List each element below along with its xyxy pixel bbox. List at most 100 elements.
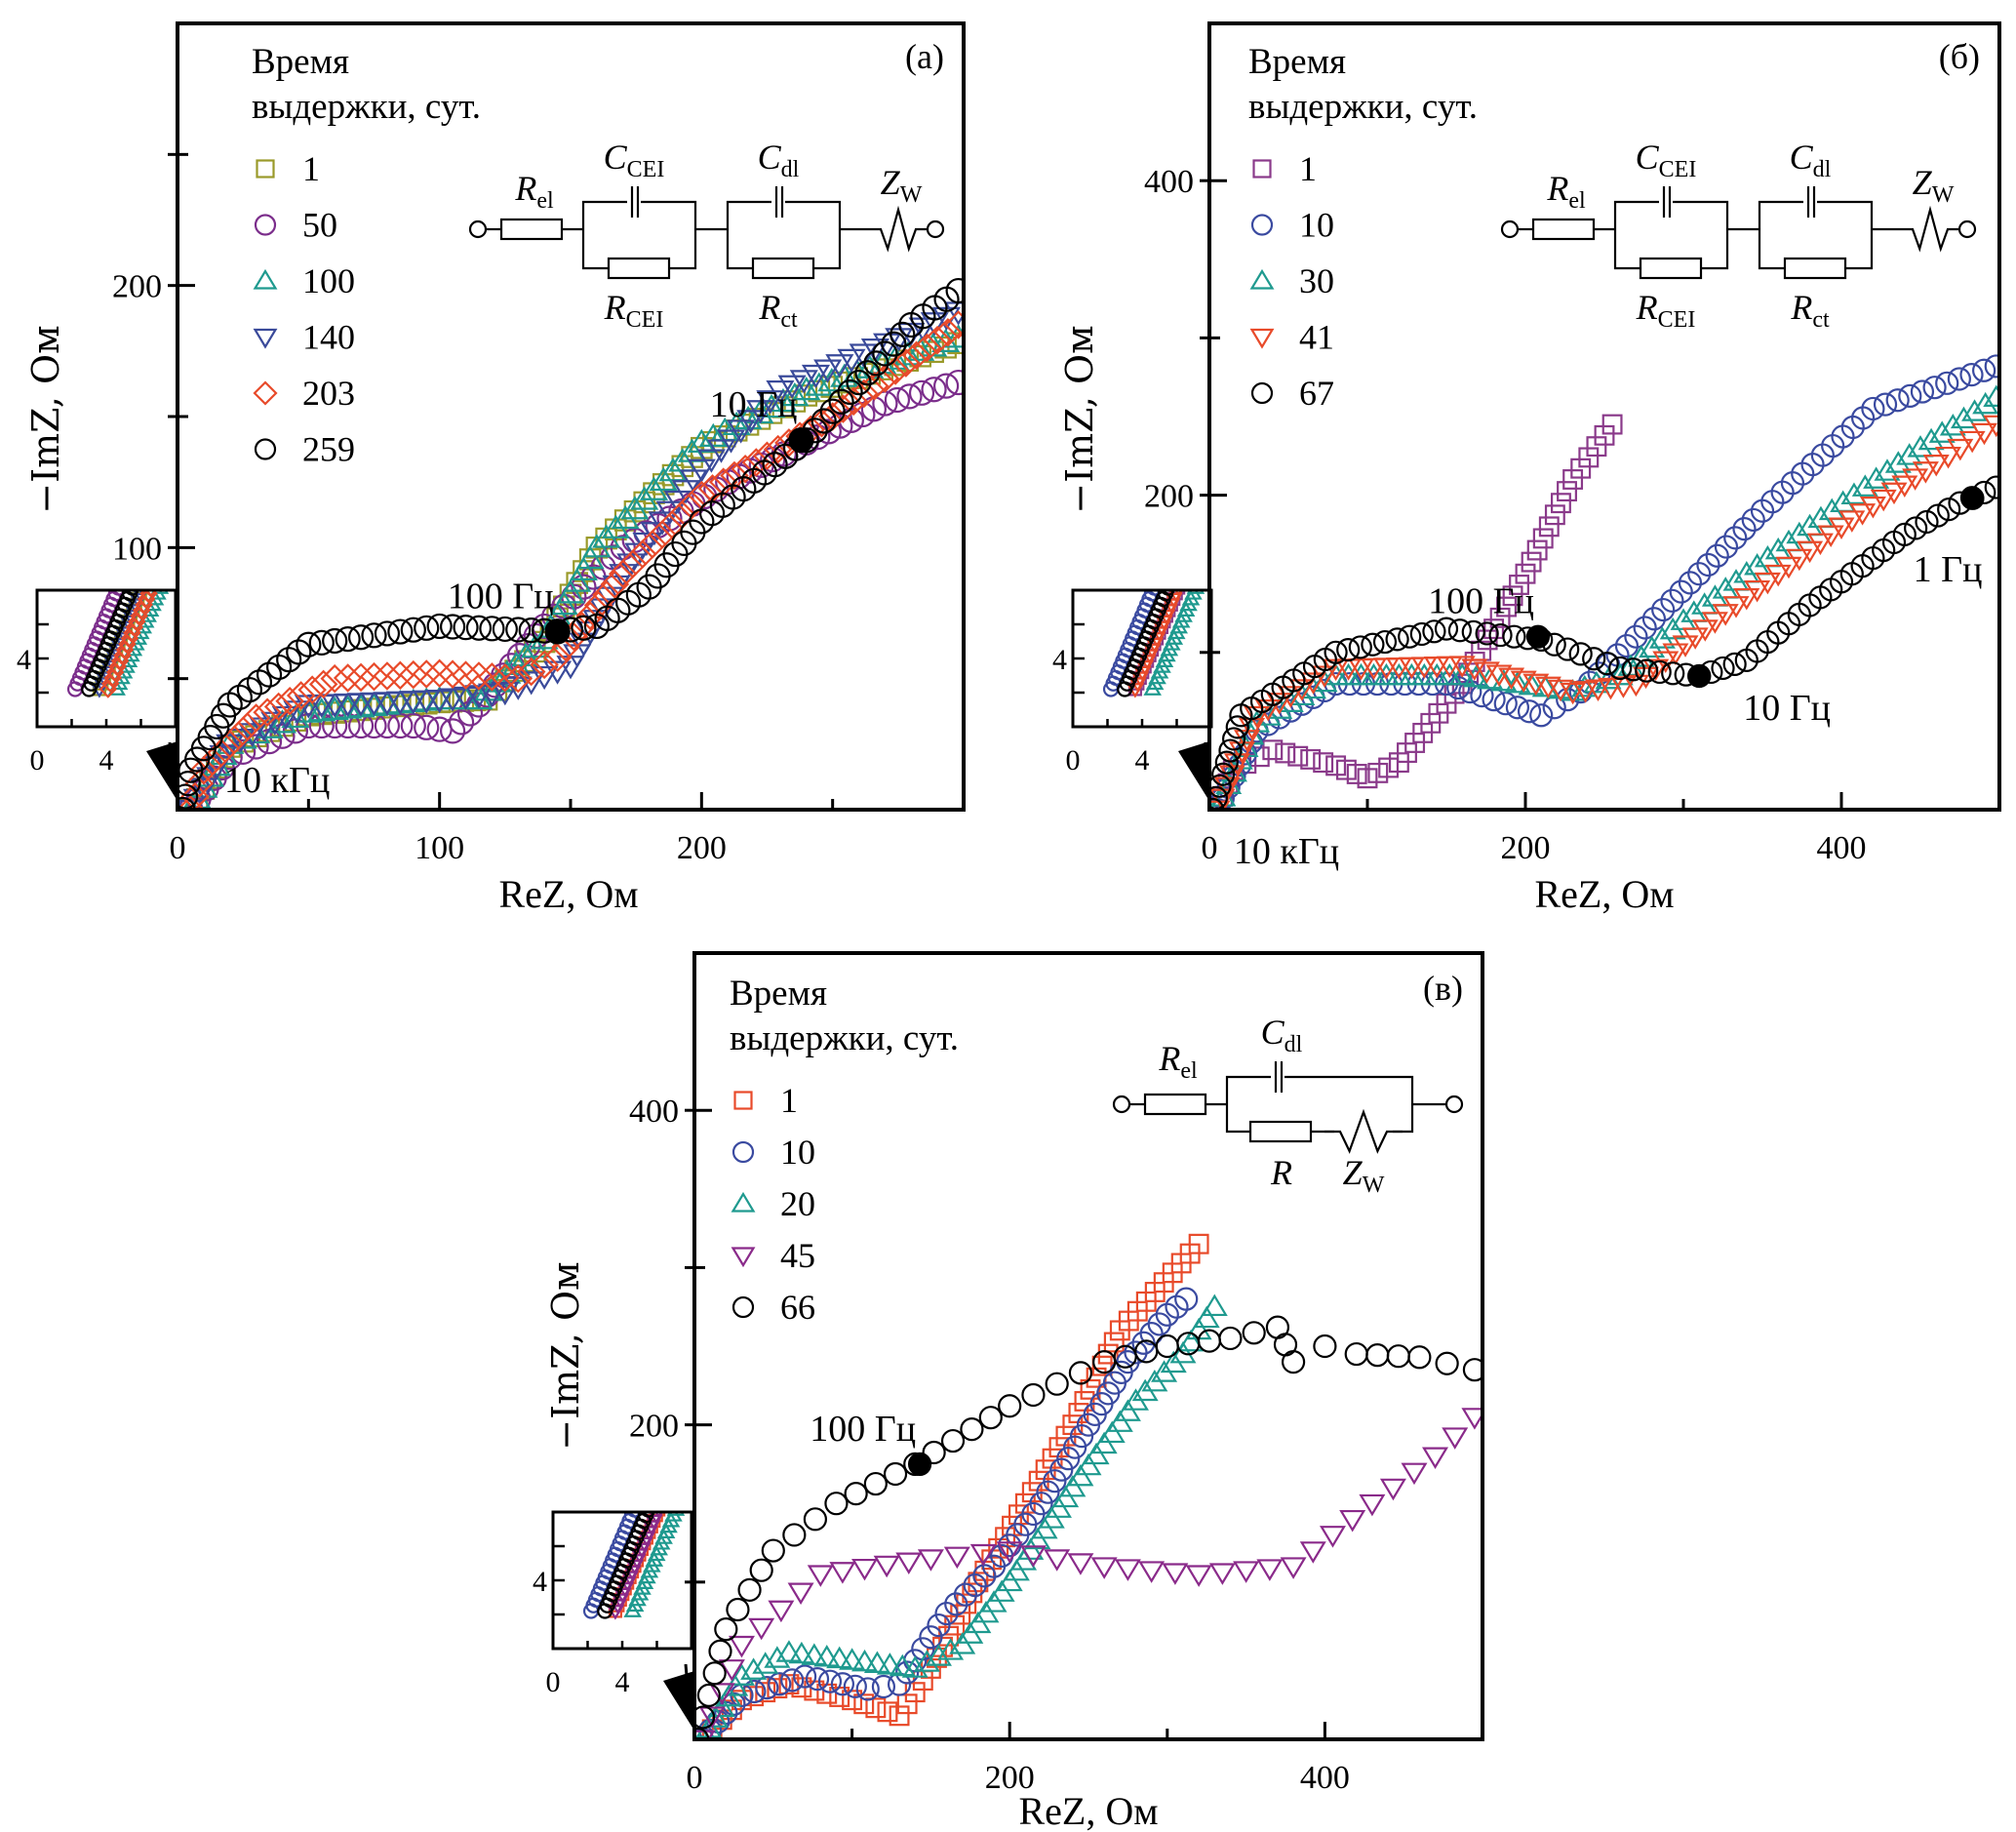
- data-point: [1324, 640, 1348, 664]
- legend-item: 41: [1249, 318, 1334, 357]
- inset-data-point: [130, 570, 143, 583]
- data-point: [1910, 379, 1935, 404]
- circuit-label: ZW: [1913, 163, 1955, 208]
- inset-data-point: [644, 1497, 657, 1511]
- data-point: [359, 661, 389, 692]
- data-point: [850, 378, 879, 409]
- data-point: [556, 579, 585, 604]
- data-point: [933, 318, 963, 347]
- inset-data-point: [1180, 565, 1192, 577]
- legend-item: 203: [253, 374, 355, 413]
- data-point: [1162, 1563, 1189, 1585]
- data-point: [1045, 1372, 1069, 1396]
- circuit-label: Rct: [758, 288, 798, 333]
- data-point: [516, 657, 546, 687]
- data-point: [648, 520, 677, 549]
- data-point: [1608, 656, 1633, 681]
- data-point: [571, 574, 597, 600]
- data-point: [1859, 496, 1886, 519]
- data-point: [801, 1643, 828, 1665]
- data-point: [232, 712, 262, 741]
- data-point: [1902, 468, 1929, 491]
- legend-marker-icon: [731, 1140, 755, 1164]
- data-point: [1188, 1233, 1209, 1255]
- data-point: [1346, 764, 1367, 784]
- data-point: [1193, 1305, 1220, 1329]
- terminal-icon: [1500, 219, 1520, 239]
- data-point: [803, 1507, 827, 1532]
- legend-label: 140: [302, 318, 355, 357]
- inset-data-point: [1178, 566, 1193, 577]
- data-point: [1017, 1537, 1045, 1560]
- data-point: [1578, 447, 1600, 468]
- legend-item: 1: [1252, 149, 1317, 188]
- data-point: [501, 651, 531, 675]
- legend-title-line1: Время: [252, 42, 349, 82]
- circuit-label: RCEI: [604, 288, 664, 333]
- data-point: [241, 703, 271, 733]
- data-point: [843, 1674, 867, 1698]
- data-point: [1045, 1495, 1072, 1518]
- legend-item: 100: [253, 261, 355, 300]
- data-point: [1083, 1442, 1110, 1465]
- x-axis-title: ReZ, Ом: [1534, 872, 1674, 916]
- data-point: [1357, 768, 1378, 789]
- data-point: [1299, 1541, 1326, 1564]
- data-point: [912, 333, 942, 363]
- inset-y-tick-label: 4: [1052, 644, 1067, 676]
- data-point: [944, 324, 964, 348]
- inset-data-point: [1180, 590, 1182, 591]
- data-point: [945, 277, 964, 304]
- arrow-head-icon: [1178, 741, 1209, 798]
- data-point: [1067, 1553, 1094, 1575]
- data-point: [1970, 422, 1997, 446]
- x-axis-title: ReZ, Ом: [498, 872, 638, 916]
- data-point: [953, 1582, 978, 1607]
- data-point: [853, 1693, 875, 1715]
- y-tick-label: 200: [629, 1409, 679, 1445]
- data-point: [891, 348, 921, 378]
- circuit-label: Rel: [1158, 1039, 1198, 1084]
- data-point: [238, 723, 267, 747]
- data-point: [425, 690, 455, 714]
- data-point: [1277, 686, 1304, 708]
- circuit-label: Rel: [1546, 169, 1586, 214]
- data-point: [1705, 543, 1729, 568]
- data-point: [819, 398, 846, 424]
- y-axis-title: −ImZ, Ом: [1058, 325, 1101, 514]
- legend: 1 10 20 45 66: [731, 1081, 815, 1327]
- data-point: [1744, 579, 1771, 603]
- y-tick-label: 400: [629, 1094, 679, 1130]
- data-point: [1043, 1469, 1067, 1493]
- data-point: [1098, 1420, 1126, 1444]
- data-point: [1509, 575, 1529, 595]
- legend-item: 10: [731, 1133, 815, 1172]
- data-point: [996, 1541, 1023, 1564]
- data-point: [793, 1664, 817, 1689]
- x-tick-label: 400: [1300, 1760, 1350, 1796]
- inset-data-point: [140, 572, 155, 583]
- data-point: [1044, 1549, 1071, 1572]
- data-point: [1435, 1351, 1459, 1375]
- legend-item: 1: [256, 149, 320, 188]
- data-point: [263, 692, 294, 722]
- data-point: [1410, 657, 1438, 679]
- data-point: [698, 1706, 726, 1729]
- inset-data-point: [640, 1512, 656, 1518]
- data-point: [1861, 396, 1885, 421]
- frequency-annotation: 10 кГц: [224, 760, 330, 801]
- wire: [1758, 200, 1874, 270]
- highlighted-frequency-point: [1687, 663, 1712, 689]
- arrow-head-icon: [146, 741, 178, 798]
- data-point: [1218, 1326, 1243, 1351]
- inset-data-point: [160, 564, 175, 576]
- data-point: [871, 1674, 896, 1699]
- inset-data-point: [1175, 577, 1187, 588]
- data-point: [1313, 752, 1334, 774]
- data-point: [1275, 742, 1296, 764]
- x-tick-label: 0: [1202, 830, 1218, 866]
- data-point: [657, 510, 687, 539]
- data-point: [1681, 627, 1709, 650]
- series-marks: [1209, 354, 1999, 810]
